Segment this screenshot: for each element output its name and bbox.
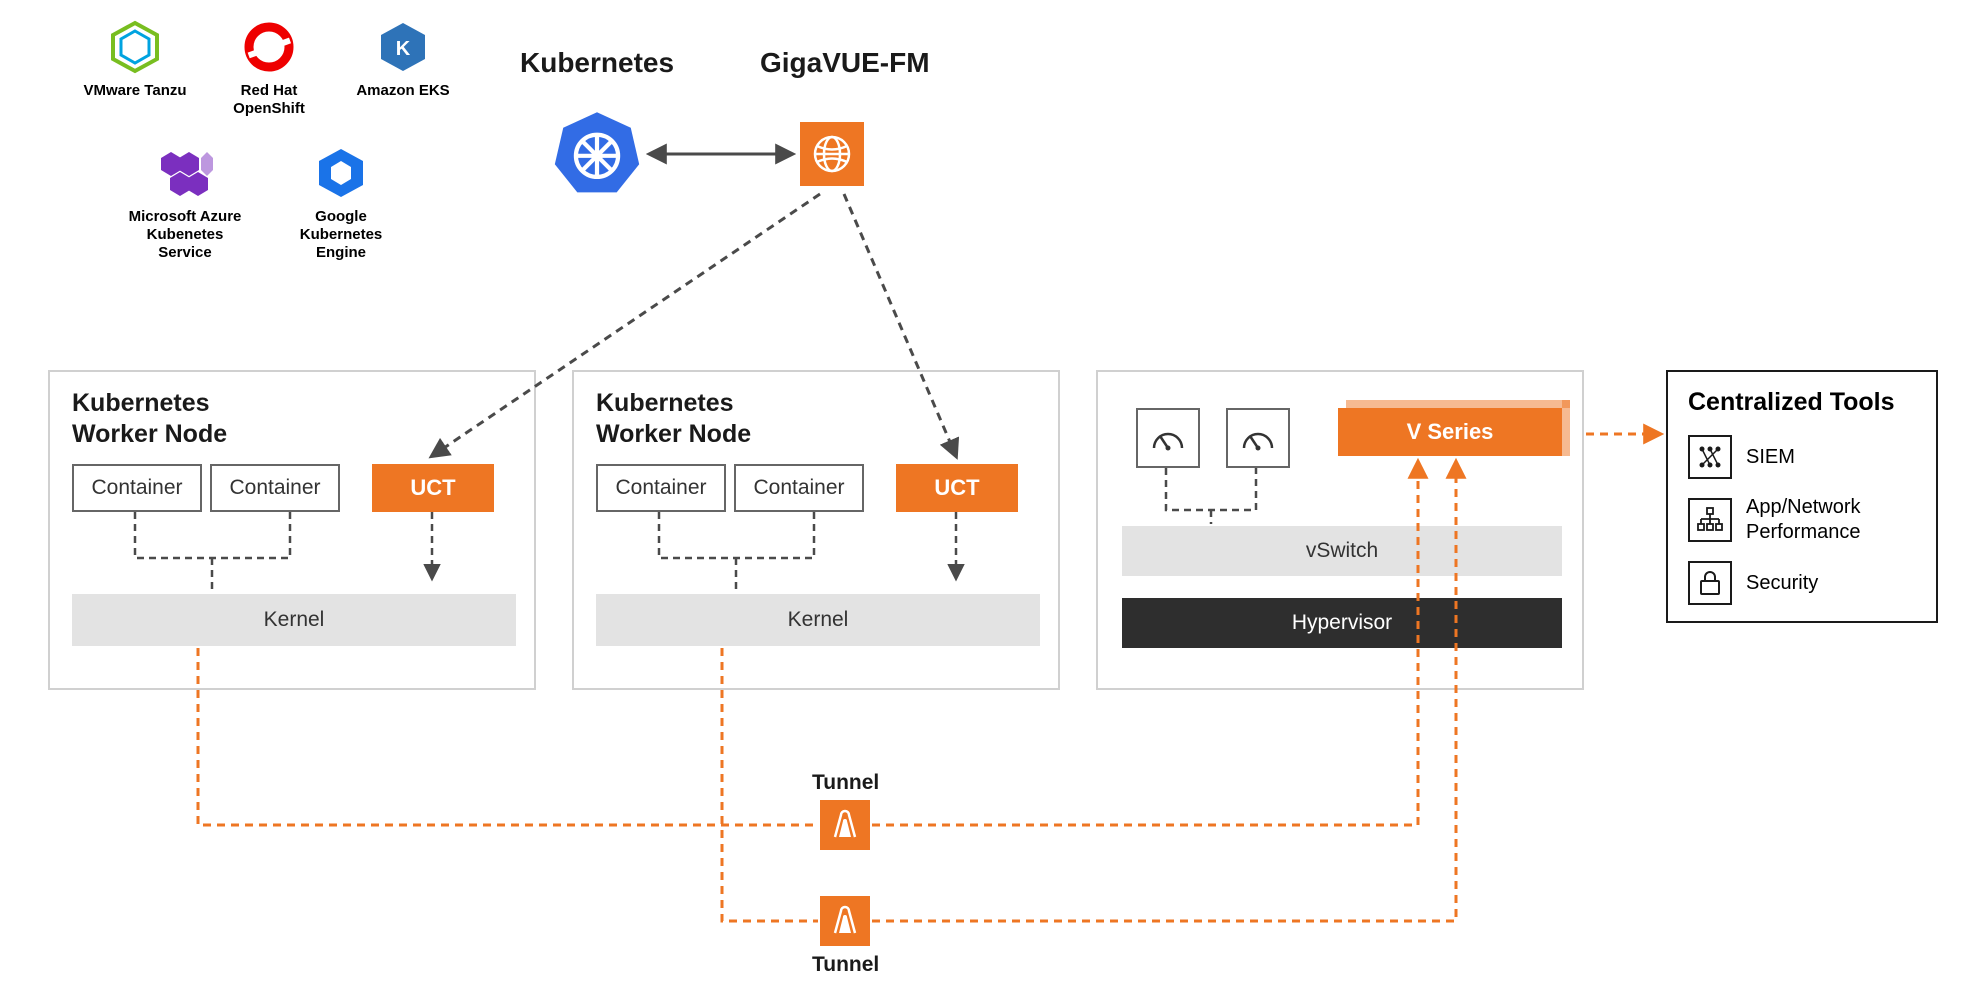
uct-box: UCT	[372, 464, 494, 512]
tool-row-siem: SIEM	[1688, 435, 1916, 479]
gauge-icon	[1136, 408, 1200, 468]
vseries-panel: V Series vSwitch Hypervisor	[1096, 370, 1584, 690]
kernel-bar: Kernel	[72, 594, 516, 646]
platform-eks: K Amazon EKS	[338, 18, 468, 100]
tool-label: SIEM	[1746, 445, 1795, 470]
perf-icon	[1688, 498, 1732, 542]
svg-text:K: K	[396, 38, 411, 60]
platform-gke: Google Kubernetes Engine	[276, 144, 406, 262]
kubernetes-wheel-icon	[552, 108, 642, 203]
container-box: Container	[210, 464, 340, 512]
gigavue-label: GigaVUE-FM	[760, 46, 930, 80]
worker-node-2-panel: Kubernetes Worker Node Container Contain…	[572, 370, 1060, 690]
platform-label: Amazon EKS	[356, 82, 449, 100]
platform-label: Microsoft Azure Kubenetes Service	[120, 208, 250, 262]
tunnel-label: Tunnel	[812, 770, 879, 795]
tunnel-icon	[820, 800, 870, 850]
tool-label: App/Network Performance	[1746, 495, 1861, 545]
tunnel-icon	[820, 896, 870, 946]
platform-aks: Microsoft Azure Kubenetes Service	[120, 144, 250, 262]
uct-box: UCT	[896, 464, 1018, 512]
security-icon	[1688, 561, 1732, 605]
gke-icon	[312, 144, 370, 202]
vswitch-bar: vSwitch	[1122, 526, 1562, 576]
worker-node-1-panel: Kubernetes Worker Node Container Contain…	[48, 370, 536, 690]
platform-label: VMware Tanzu	[83, 82, 186, 100]
tunnel-label: Tunnel	[812, 952, 879, 977]
tool-row-perf: App/Network Performance	[1688, 495, 1916, 545]
tools-title: Centralized Tools	[1688, 388, 1916, 417]
tool-label: Security	[1746, 571, 1818, 596]
openshift-icon	[240, 18, 298, 76]
container-box: Container	[596, 464, 726, 512]
kubernetes-label: Kubernetes	[520, 46, 674, 80]
worker-node-2-title: Kubernetes Worker Node	[596, 388, 751, 451]
gigavue-fm-icon	[800, 122, 864, 186]
platform-tanzu: VMware Tanzu	[70, 18, 200, 100]
eks-icon: K	[374, 18, 432, 76]
container-box: Container	[72, 464, 202, 512]
tanzu-icon	[106, 18, 164, 76]
platform-label: Red Hat OpenShift	[204, 82, 334, 118]
hypervisor-bar: Hypervisor	[1122, 598, 1562, 648]
tool-row-security: Security	[1688, 561, 1916, 605]
worker-node-1-title: Kubernetes Worker Node	[72, 388, 227, 451]
container-box: Container	[734, 464, 864, 512]
kernel-bar: Kernel	[596, 594, 1040, 646]
platform-openshift: Red Hat OpenShift	[204, 18, 334, 118]
aks-icon	[156, 144, 214, 202]
gauge-icon	[1226, 408, 1290, 468]
vseries-stack: V Series	[1338, 408, 1562, 464]
centralized-tools-panel: Centralized Tools SIEM App/Network Perfo…	[1666, 370, 1938, 623]
siem-icon	[1688, 435, 1732, 479]
platform-label: Google Kubernetes Engine	[276, 208, 406, 262]
